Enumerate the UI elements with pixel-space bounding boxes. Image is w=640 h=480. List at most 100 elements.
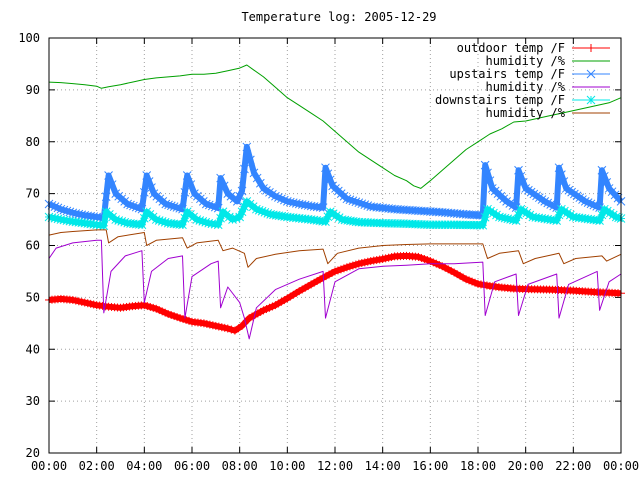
data-point xyxy=(580,197,590,206)
legend-label: outdoor temp /F xyxy=(457,41,565,55)
data-point xyxy=(354,198,364,208)
data-point xyxy=(255,178,265,188)
data-point xyxy=(521,184,531,193)
series-line-humidity-5 xyxy=(48,229,622,268)
data-point xyxy=(227,325,236,334)
data-point xyxy=(321,163,330,173)
data-point xyxy=(252,173,262,183)
data-point xyxy=(360,200,370,210)
data-point xyxy=(602,178,612,187)
data-point xyxy=(567,187,576,197)
data-point xyxy=(123,199,133,209)
data-point xyxy=(139,187,149,197)
data-point xyxy=(246,155,255,165)
y-tick-label: 80 xyxy=(26,135,40,149)
data-point xyxy=(557,170,566,179)
y-tick-label: 60 xyxy=(26,239,40,253)
x-tick-label: 12:00 xyxy=(317,459,353,473)
data-point xyxy=(182,171,192,180)
data-point xyxy=(342,194,352,204)
data-point xyxy=(280,195,289,205)
x-tick-label: 00:00 xyxy=(31,459,67,473)
legend-label: humidity /% xyxy=(486,106,566,120)
data-point xyxy=(554,163,564,173)
data-point xyxy=(144,177,154,186)
data-point xyxy=(104,171,113,180)
x-tick-label: 10:00 xyxy=(269,459,305,473)
data-point xyxy=(249,168,259,178)
data-point xyxy=(478,220,488,230)
data-point xyxy=(232,197,242,206)
data-point xyxy=(483,168,492,178)
legend-marker xyxy=(586,95,596,105)
series-markers-upstairs-temp-f-2 xyxy=(44,142,626,223)
x-tick-label: 16:00 xyxy=(412,459,448,473)
y-tick-label: 70 xyxy=(26,187,40,201)
chart-title: Temperature log: 2005-12-29 xyxy=(241,10,436,24)
data-point xyxy=(480,160,490,170)
data-point xyxy=(534,193,544,203)
data-point xyxy=(578,195,587,204)
data-point xyxy=(240,164,249,174)
data-point xyxy=(175,203,185,213)
x-tick-label: 02:00 xyxy=(79,459,115,473)
data-point xyxy=(532,191,541,201)
x-tick-label: 04:00 xyxy=(126,459,162,473)
data-point xyxy=(575,193,585,203)
data-point xyxy=(526,187,536,197)
data-point xyxy=(572,191,582,201)
y-tick-label: 90 xyxy=(26,83,40,97)
data-point xyxy=(204,200,214,210)
data-point xyxy=(56,204,66,214)
data-point xyxy=(592,202,602,211)
data-point xyxy=(546,200,556,209)
data-point xyxy=(597,165,607,175)
legend-marker xyxy=(586,69,596,79)
axes: 20 30 40 50 60 70 80 90 100 00:00 02:00 04:00 06:00 0… xyxy=(18,31,639,473)
series-line-humidity-3 xyxy=(48,239,622,340)
data-point xyxy=(166,201,176,211)
y-tick-label: 50 xyxy=(26,290,40,304)
data-point xyxy=(161,199,171,209)
data-point xyxy=(318,203,328,212)
data-point xyxy=(323,169,333,179)
data-point xyxy=(485,176,495,186)
data-point xyxy=(561,184,571,193)
data-point xyxy=(210,202,220,212)
x-tick-label: 18:00 xyxy=(460,459,496,473)
data-point xyxy=(274,193,283,202)
data-point xyxy=(514,165,523,175)
data-point xyxy=(53,203,63,213)
data-point xyxy=(237,186,247,196)
data-point xyxy=(543,198,553,208)
legend-label: downstairs temp /F xyxy=(435,93,565,107)
y-tick-label: 100 xyxy=(18,31,40,45)
data-point xyxy=(277,194,286,204)
x-tick-label: 14:00 xyxy=(365,459,401,473)
legend-label: humidity /% xyxy=(486,54,566,68)
data-point xyxy=(564,185,574,195)
data-point xyxy=(147,183,156,192)
data-point xyxy=(207,201,217,211)
data-point xyxy=(126,200,135,210)
data-point xyxy=(201,199,211,209)
data-point xyxy=(223,324,232,333)
data-point xyxy=(599,171,609,181)
series-markers-downstairs-temp-f-4 xyxy=(44,197,626,231)
series-lines xyxy=(44,64,626,340)
data-point xyxy=(137,220,147,230)
data-point xyxy=(107,180,117,189)
data-point xyxy=(92,212,102,222)
data-point xyxy=(518,178,528,187)
data-point xyxy=(357,199,367,209)
data-point xyxy=(142,171,152,180)
data-point xyxy=(50,202,60,211)
x-tick-label: 06:00 xyxy=(174,459,210,473)
data-point xyxy=(351,197,361,207)
series-line-outdoor-temp-f-0 xyxy=(48,252,622,334)
data-point xyxy=(549,201,559,211)
data-point xyxy=(242,142,252,152)
legend-label: upstairs temp /F xyxy=(449,67,565,81)
